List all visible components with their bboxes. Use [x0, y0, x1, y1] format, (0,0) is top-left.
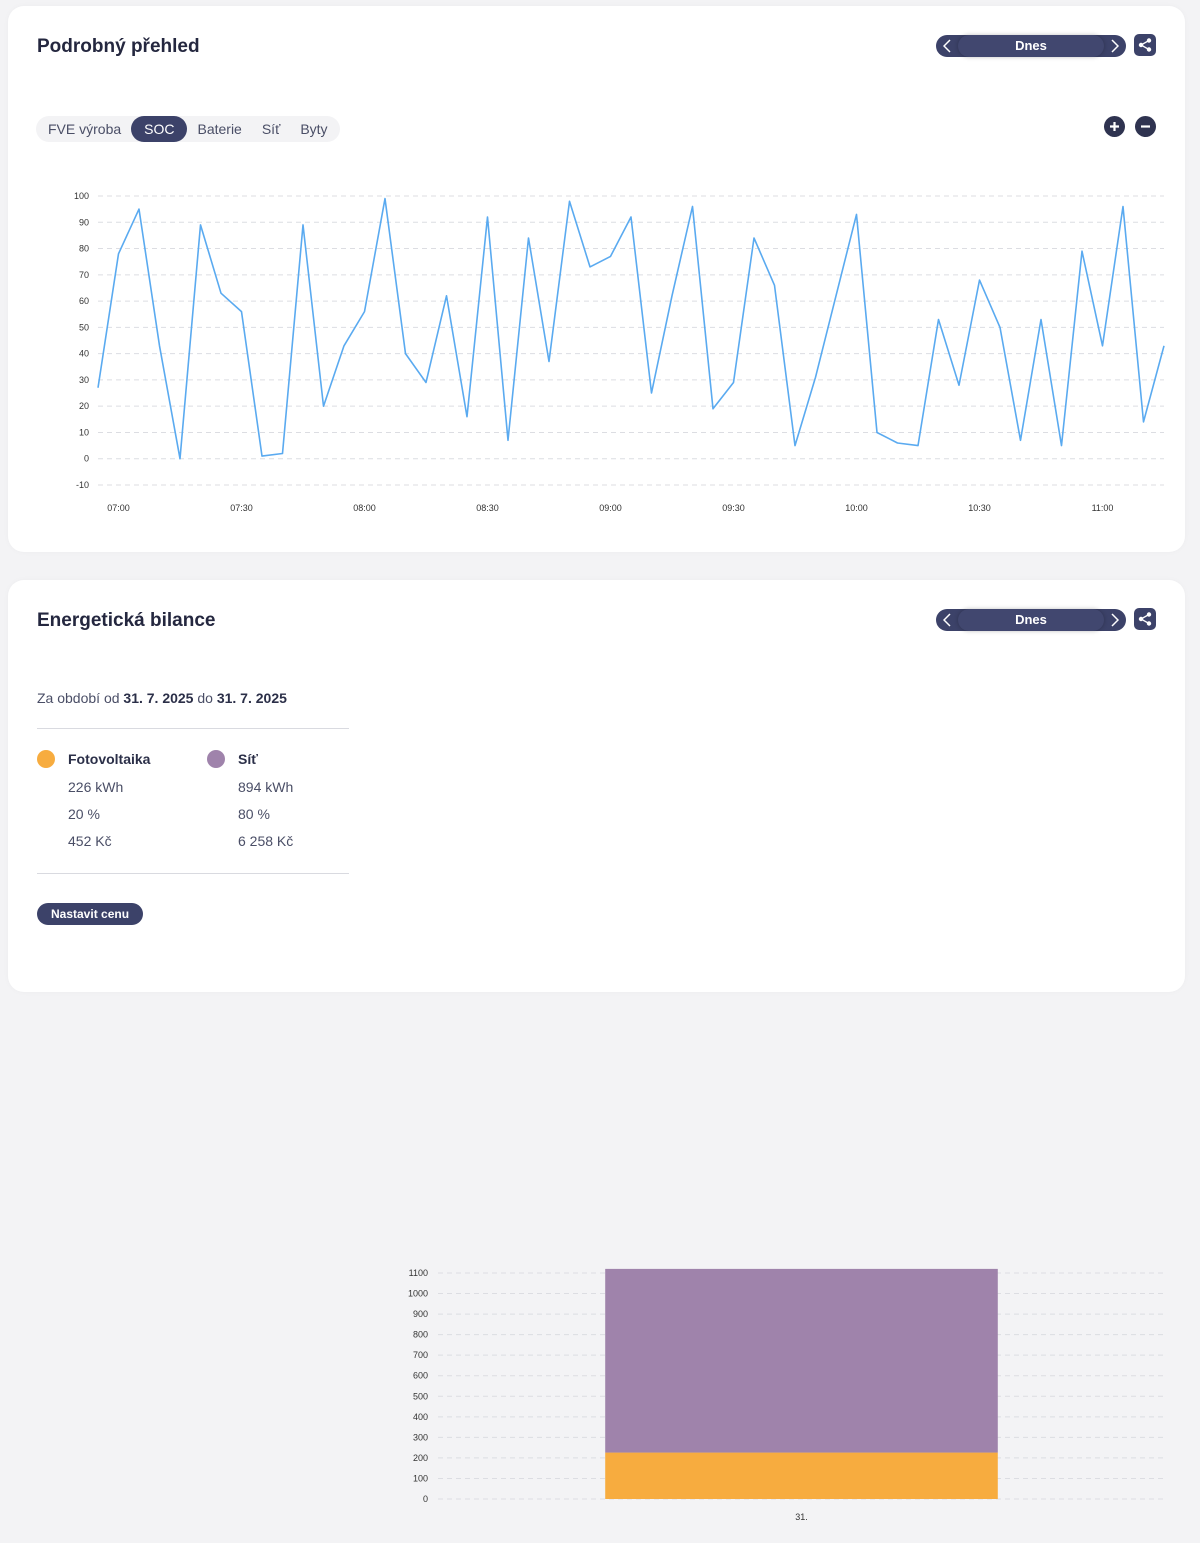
- x-tick-label: 09:00: [599, 503, 622, 513]
- divider-bottom: [37, 873, 349, 874]
- sit-energy: 894 kWh: [238, 779, 294, 795]
- legend-sit: Síť 894 kWh 80 % 6 258 Kč: [207, 750, 293, 849]
- sit-dot-icon: [207, 750, 225, 768]
- tab-soc[interactable]: SOC: [131, 116, 188, 142]
- fotovoltaika-dot-icon: [37, 750, 55, 768]
- x-tick-label: 10:00: [845, 503, 868, 513]
- x-tick-label: 11:00: [1092, 503, 1114, 513]
- balance-date-label[interactable]: Dnes: [958, 609, 1104, 631]
- balance-prev-date-button[interactable]: [940, 609, 954, 631]
- balance-share-button[interactable]: [1134, 608, 1156, 630]
- plus-circle-icon: [1110, 122, 1119, 131]
- y-tick-label: 1000: [408, 1289, 428, 1299]
- y-tick-label: 0: [423, 1494, 428, 1504]
- period-to: 31. 7. 2025: [216, 690, 287, 706]
- y-tick-label: 50: [79, 322, 89, 332]
- y-tick-label: 600: [413, 1371, 428, 1381]
- y-tick-label: 800: [413, 1330, 428, 1340]
- y-tick-label: 700: [413, 1350, 428, 1360]
- y-tick-label: 80: [79, 244, 89, 254]
- bar-segment: [605, 1452, 998, 1499]
- set-price-button[interactable]: Nastavit cenu: [37, 903, 144, 925]
- sit-cost: 6 258 Kč: [238, 833, 294, 849]
- sit-label: Síť: [238, 751, 258, 767]
- share-icon: [1138, 38, 1152, 52]
- x-tick-label: 08:00: [353, 503, 376, 513]
- period-text: Za období od 31. 7. 2025 do 31. 7. 2025: [37, 690, 287, 706]
- balance-next-date-button[interactable]: [1108, 609, 1122, 631]
- y-tick-label: 400: [413, 1412, 428, 1422]
- y-tick-label: 40: [79, 349, 89, 359]
- soc-line-chart: -10 0 10 20 30 40 50 60 70 80 90 100 07:00 07:30 08:00…: [74, 191, 1165, 513]
- detail-overview-card: Podrobný přehled Dnes FVE výroba SOC Bat…: [8, 6, 1185, 552]
- detail-tabs: FVE výroba SOC Baterie Síť Byty: [36, 116, 340, 142]
- tab-byty[interactable]: Byty: [300, 121, 328, 137]
- share-icon: [1138, 612, 1152, 626]
- y-tick-label: 500: [413, 1391, 428, 1401]
- y-tick-label: 100: [413, 1473, 428, 1483]
- minus-circle-icon: [1141, 125, 1150, 128]
- y-tick-label: 30: [79, 375, 89, 385]
- y-tick-label: 70: [79, 270, 89, 280]
- y-tick-label: 60: [79, 296, 89, 306]
- detail-date-label[interactable]: Dnes: [958, 35, 1104, 57]
- x-tick-label: 07:30: [230, 503, 253, 513]
- sit-share: 80 %: [238, 806, 270, 822]
- soc-series-line: [97, 197, 1165, 460]
- y-tick-label: 0: [84, 454, 89, 464]
- detail-date-picker: Dnes: [936, 35, 1126, 57]
- x-tick-label: 07:00: [107, 503, 130, 513]
- period-mid: do: [197, 690, 213, 706]
- balance-date-picker: Dnes: [936, 609, 1126, 631]
- fotovoltaika-share: 20 %: [68, 806, 100, 822]
- chevron-left-icon: [943, 613, 951, 627]
- fotovoltaika-label: Fotovoltaika: [68, 751, 151, 767]
- period-from: 31. 7. 2025: [123, 690, 194, 706]
- x-tick-label: 10:30: [968, 503, 991, 513]
- y-tick-label: 10: [79, 427, 89, 437]
- tab-fve-vyroba[interactable]: FVE výroba: [48, 121, 122, 137]
- zoom-out-button[interactable]: [1135, 116, 1156, 137]
- chevron-left-icon: [943, 39, 951, 53]
- y-tick-label: 20: [79, 401, 89, 411]
- y-tick-label: -10: [76, 480, 89, 490]
- divider-top: [37, 728, 349, 729]
- bar-segment: [605, 1268, 998, 1453]
- y-tick-label: 90: [79, 217, 89, 227]
- chevron-right-icon: [1111, 39, 1119, 53]
- y-tick-label: 900: [413, 1309, 428, 1319]
- y-tick-label: 1100: [409, 1268, 428, 1278]
- energy-balance-card: Energetická bilance Dnes Za období od 31…: [8, 580, 1185, 1522]
- detail-overview-title: Podrobný přehled: [37, 36, 200, 57]
- zoom-in-button[interactable]: [1104, 116, 1125, 137]
- fotovoltaika-cost: 452 Kč: [68, 833, 112, 849]
- energy-balance-bar-chart: 0 100 200 300 400 500 600 700 800 900 1000 1100 31.: [408, 1268, 1165, 1522]
- tab-baterie[interactable]: Baterie: [197, 121, 242, 137]
- tab-sit[interactable]: Síť: [261, 121, 281, 137]
- fotovoltaika-energy: 226 kWh: [68, 779, 124, 795]
- chevron-right-icon: [1111, 613, 1119, 627]
- x-tick-label: 08:30: [476, 503, 499, 513]
- detail-next-date-button[interactable]: [1108, 35, 1122, 57]
- x-tick-label: 31.: [795, 1512, 808, 1522]
- period-prefix: Za období od: [37, 690, 120, 706]
- x-tick-label: 09:30: [722, 503, 745, 513]
- detail-prev-date-button[interactable]: [940, 35, 954, 57]
- detail-share-button[interactable]: [1134, 34, 1156, 56]
- y-tick-label: 300: [413, 1432, 428, 1442]
- y-tick-label: 100: [74, 191, 89, 201]
- energy-balance-title: Energetická bilance: [37, 610, 216, 631]
- legend-fotovoltaika: Fotovoltaika 226 kWh 20 % 452 Kč: [37, 750, 150, 849]
- y-tick-label: 200: [413, 1453, 428, 1463]
